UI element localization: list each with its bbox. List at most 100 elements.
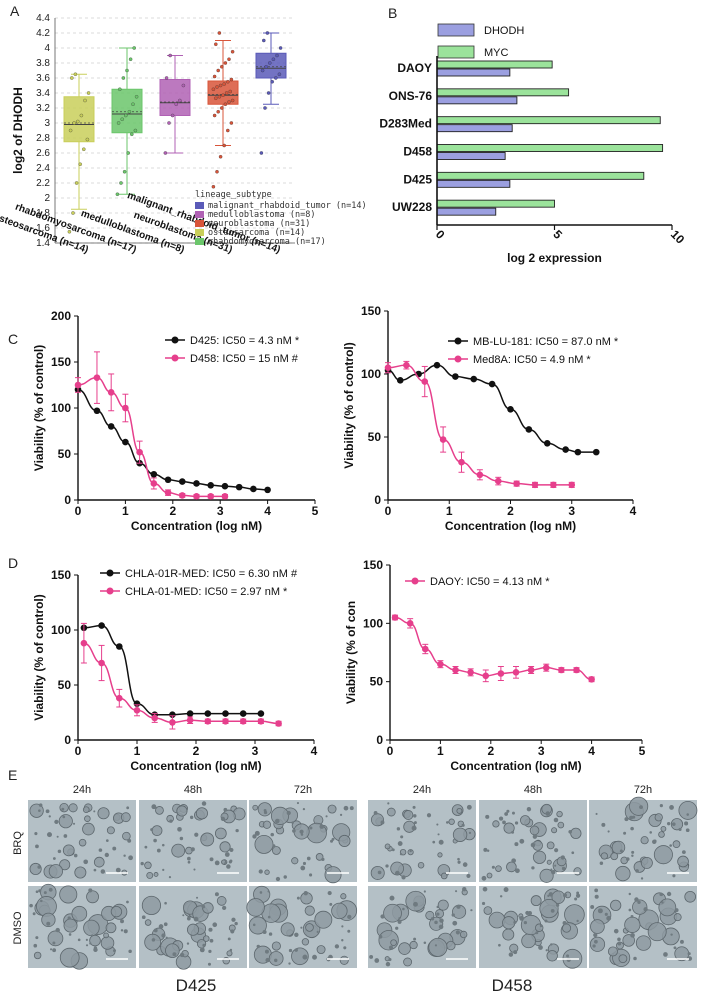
- micrograph-grid: 24h 48h 72h 24h 48h 72h BRQ DMSO D425 D458: [12, 784, 698, 995]
- data-point: [79, 113, 84, 118]
- cell-cluster: [83, 919, 100, 937]
- single-cell: [331, 837, 335, 841]
- bar-myc: [436, 144, 664, 152]
- data-point: [222, 718, 229, 725]
- single-cell: [275, 818, 280, 824]
- single-cell: [374, 958, 380, 963]
- single-cell: [141, 915, 146, 920]
- single-cell: [46, 832, 52, 838]
- single-cell: [430, 917, 435, 921]
- single-cell: [300, 865, 306, 871]
- single-cell: [538, 945, 543, 950]
- cell-cluster: [165, 943, 180, 958]
- single-cell: [212, 922, 218, 928]
- data-point: [235, 483, 243, 491]
- cell-cluster: [607, 946, 618, 957]
- single-cell: [389, 895, 395, 901]
- single-cell: [329, 902, 333, 906]
- single-cell: [48, 815, 51, 818]
- single-cell: [554, 848, 559, 853]
- box: [63, 96, 95, 143]
- single-cell: [666, 891, 672, 897]
- cell-cluster: [155, 806, 164, 815]
- cell-cluster: [409, 940, 418, 950]
- legend-swatch: [195, 229, 204, 236]
- single-cell: [566, 954, 570, 958]
- cell-cluster: [403, 957, 413, 967]
- time-label: 48h: [524, 784, 542, 796]
- cell-cluster: [557, 821, 565, 829]
- cell-cluster: [176, 805, 188, 817]
- data-point: [527, 666, 535, 674]
- single-cell: [634, 897, 639, 902]
- single-cell: [400, 835, 404, 839]
- legend-marker: [106, 569, 114, 577]
- single-cell: [562, 893, 567, 898]
- y-tick-label: 2: [44, 193, 50, 204]
- legend-marker: [454, 337, 462, 345]
- cell-cluster: [653, 845, 673, 865]
- single-cell: [545, 811, 551, 816]
- cell-cluster: [264, 869, 270, 875]
- data-point: [74, 381, 82, 389]
- cell-cluster: [383, 903, 402, 923]
- single-cell: [256, 944, 260, 949]
- single-cell: [158, 924, 164, 929]
- box: [255, 52, 287, 79]
- cell-cluster: [437, 899, 449, 911]
- single-cell: [455, 930, 460, 935]
- cell-line-label-d458: D458: [492, 976, 533, 995]
- single-cell: [369, 954, 374, 959]
- y-tick-label: 4.4: [36, 13, 50, 24]
- time-label: 72h: [634, 784, 652, 796]
- data-point: [221, 482, 229, 490]
- cell-cluster: [503, 822, 515, 834]
- single-cell: [55, 927, 60, 933]
- y-tick-label: 3.4: [36, 88, 50, 99]
- single-cell: [227, 937, 231, 941]
- data-point: [207, 493, 215, 500]
- legend-label: medulloblastoma (n=8): [208, 210, 315, 220]
- cell-cluster: [84, 815, 91, 822]
- data-point: [116, 694, 123, 702]
- single-cell: [628, 908, 632, 912]
- category-label: D283Med: [379, 117, 432, 131]
- data-point: [150, 470, 158, 478]
- data-point: [268, 61, 272, 65]
- data-point: [470, 375, 478, 383]
- single-cell: [150, 828, 154, 832]
- single-cell: [162, 868, 165, 871]
- data-point: [229, 121, 234, 125]
- cell-cluster: [684, 890, 697, 903]
- single-cell: [222, 905, 227, 910]
- data-point: [80, 639, 88, 647]
- single-cell: [209, 938, 214, 943]
- cell-cluster: [647, 922, 667, 942]
- x-tick-label: 10: [668, 227, 688, 247]
- data-point: [204, 718, 212, 725]
- data-point: [239, 710, 247, 717]
- cell-cluster: [144, 933, 162, 951]
- data-point: [174, 102, 178, 107]
- single-cell: [268, 932, 273, 936]
- single-cell: [595, 812, 598, 815]
- cell-cluster: [570, 827, 582, 839]
- cell-cluster: [672, 840, 681, 849]
- data-point: [134, 95, 139, 99]
- bar-dhodh: [436, 96, 518, 105]
- data-point: [211, 87, 216, 92]
- single-cell: [196, 896, 199, 899]
- single-cell: [571, 851, 575, 855]
- single-cell: [413, 937, 417, 941]
- single-cell: [100, 869, 106, 874]
- single-cell: [535, 931, 539, 935]
- data-point: [230, 98, 235, 103]
- data-point: [266, 91, 271, 95]
- data-point: [130, 132, 134, 136]
- single-cell: [684, 821, 689, 826]
- single-cell: [630, 826, 634, 831]
- single-cell: [299, 829, 304, 834]
- single-cell: [380, 914, 385, 919]
- time-label: 72h: [294, 784, 312, 796]
- single-cell: [302, 861, 307, 866]
